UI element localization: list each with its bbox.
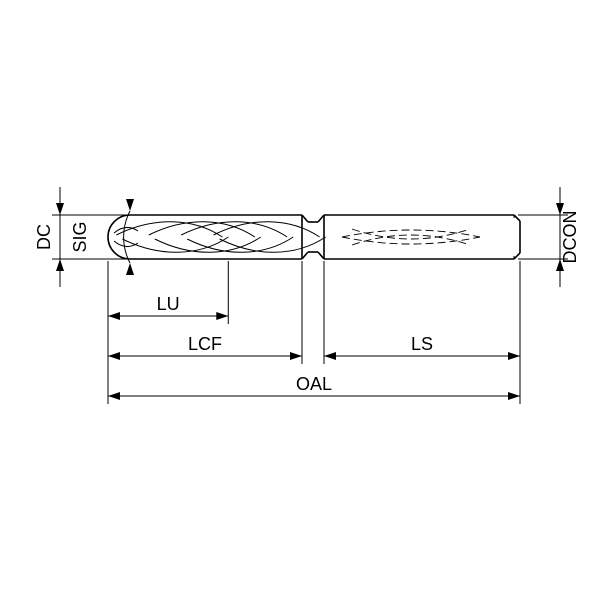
dim-oal-label: OAL [296,374,332,394]
dim-dc-label: DC [34,224,54,250]
dim-sig-arc [124,211,130,263]
dim-ls-label: LS [411,334,433,354]
dim-lcf-label: LCF [188,334,222,354]
tool-body [108,215,520,259]
dim-sig-label: SIG [70,221,90,252]
dim-lu-label: LU [157,294,180,314]
dim-dcon-label: DCON [560,211,580,264]
drawing-canvas: LU LCF LS OAL DC SIG DCON [0,0,600,600]
